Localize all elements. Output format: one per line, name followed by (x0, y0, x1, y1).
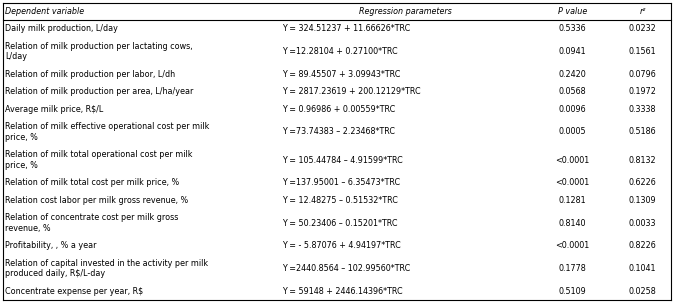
Text: Concentrate expense per year, R$: Concentrate expense per year, R$ (5, 287, 143, 296)
Text: Daily milk production, L/day: Daily milk production, L/day (5, 25, 118, 34)
Text: 0.1281: 0.1281 (559, 196, 586, 205)
Text: 0.1561: 0.1561 (629, 47, 656, 56)
Text: Relation of concentrate cost per milk gross
revenue, %: Relation of concentrate cost per milk gr… (5, 213, 179, 233)
Text: 0.5186: 0.5186 (629, 128, 656, 136)
Text: Y =2440.8564 – 102.99560*TRC: Y =2440.8564 – 102.99560*TRC (282, 264, 410, 273)
Text: Dependent variable: Dependent variable (5, 7, 84, 16)
Text: 0.0258: 0.0258 (629, 287, 656, 296)
Text: Y = 2817.23619 + 200.12129*TRC: Y = 2817.23619 + 200.12129*TRC (282, 87, 421, 96)
Text: Y = 0.96986 + 0.00559*TRC: Y = 0.96986 + 0.00559*TRC (282, 105, 396, 114)
Text: Y = 105.44784 – 4.91599*TRC: Y = 105.44784 – 4.91599*TRC (282, 156, 403, 165)
Text: 0.2420: 0.2420 (559, 70, 586, 79)
Text: 0.8226: 0.8226 (629, 241, 656, 250)
Text: Y =137.95001 – 6.35473*TRC: Y =137.95001 – 6.35473*TRC (282, 178, 400, 188)
Text: 0.0568: 0.0568 (559, 87, 586, 96)
Text: 0.0096: 0.0096 (559, 105, 586, 114)
Text: Relation of milk production per lactating cows,
L/day: Relation of milk production per lactatin… (5, 42, 193, 62)
Text: Relation of milk total cost per milk price, %: Relation of milk total cost per milk pri… (5, 178, 179, 188)
Text: 0.8140: 0.8140 (559, 218, 586, 228)
Text: 0.0005: 0.0005 (559, 128, 586, 136)
Text: Y =73.74383 – 2.23468*TRC: Y =73.74383 – 2.23468*TRC (282, 128, 395, 136)
Text: Y = 59148 + 2446.14396*TRC: Y = 59148 + 2446.14396*TRC (282, 287, 403, 296)
Text: 0.1778: 0.1778 (559, 264, 586, 273)
Text: 0.8132: 0.8132 (629, 156, 656, 165)
Text: 0.1309: 0.1309 (629, 196, 656, 205)
Text: Y = - 5.87076 + 4.94197*TRC: Y = - 5.87076 + 4.94197*TRC (282, 241, 401, 250)
Text: <0.0001: <0.0001 (555, 156, 590, 165)
Text: 0.1972: 0.1972 (629, 87, 656, 96)
Text: Relation cost labor per milk gross revenue, %: Relation cost labor per milk gross reven… (5, 196, 188, 205)
Text: <0.0001: <0.0001 (555, 178, 590, 188)
Text: 0.0232: 0.0232 (629, 25, 656, 34)
Text: Y = 50.23406 – 0.15201*TRC: Y = 50.23406 – 0.15201*TRC (282, 218, 398, 228)
Text: 0.5336: 0.5336 (559, 25, 586, 34)
Text: Average milk price, R$/L: Average milk price, R$/L (5, 105, 103, 114)
Text: Relation of milk production per labor, L/dh: Relation of milk production per labor, L… (5, 70, 175, 79)
Text: Relation of milk production per area, L/ha/year: Relation of milk production per area, L/… (5, 87, 193, 96)
Text: 0.5109: 0.5109 (559, 287, 586, 296)
Text: Y = 89.45507 + 3.09943*TRC: Y = 89.45507 + 3.09943*TRC (282, 70, 400, 79)
Text: r²: r² (640, 7, 646, 16)
Text: Profitability, , % a year: Profitability, , % a year (5, 241, 96, 250)
Text: <0.0001: <0.0001 (555, 241, 590, 250)
Text: 0.1041: 0.1041 (629, 264, 656, 273)
Text: Relation of capital invested in the activity per milk
produced daily, R$/L-day: Relation of capital invested in the acti… (5, 259, 208, 278)
Text: Y =12.28104 + 0.27100*TRC: Y =12.28104 + 0.27100*TRC (282, 47, 398, 56)
Text: 0.0033: 0.0033 (629, 218, 656, 228)
Text: 0.3338: 0.3338 (629, 105, 656, 114)
Text: Regression parameters: Regression parameters (359, 7, 452, 16)
Text: 0.6226: 0.6226 (629, 178, 656, 188)
Text: Y = 12.48275 – 0.51532*TRC: Y = 12.48275 – 0.51532*TRC (282, 196, 398, 205)
Text: Relation of milk total operational cost per milk
price, %: Relation of milk total operational cost … (5, 151, 193, 170)
Text: Relation of milk effective operational cost per milk
price, %: Relation of milk effective operational c… (5, 122, 210, 142)
Text: 0.0796: 0.0796 (629, 70, 656, 79)
Text: Y = 324.51237 + 11.66626*TRC: Y = 324.51237 + 11.66626*TRC (282, 25, 410, 34)
Text: P value: P value (558, 7, 587, 16)
Text: 0.0941: 0.0941 (559, 47, 586, 56)
